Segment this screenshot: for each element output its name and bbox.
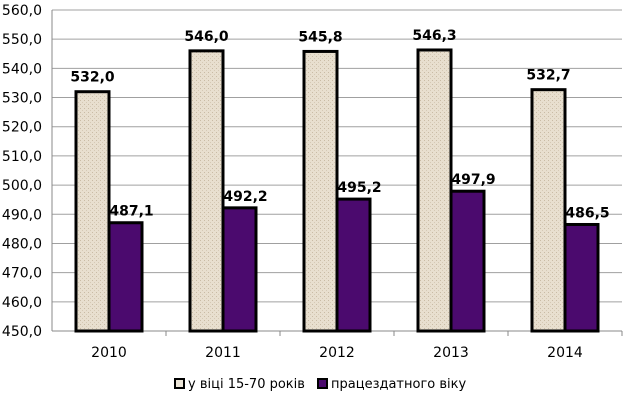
legend-label: працездатного віку — [331, 377, 466, 392]
legend-swatch — [317, 378, 328, 389]
y-tick-label: 530,0 — [2, 91, 42, 107]
bar-working-age — [335, 197, 372, 333]
y-tick-label: 540,0 — [2, 61, 42, 77]
bar-working-age — [563, 222, 600, 333]
y-tick-label: 510,0 — [2, 149, 42, 165]
bar-ages-15-70 — [188, 49, 225, 333]
y-tick-label: 460,0 — [2, 295, 42, 311]
data-label: 532,0 — [70, 70, 115, 86]
data-label: 487,1 — [109, 204, 153, 220]
bar-ages-15-70 — [74, 90, 111, 333]
bar-working-age — [107, 221, 144, 333]
y-tick-label: 470,0 — [2, 266, 42, 282]
y-tick-label: 450,0 — [2, 324, 42, 340]
data-label: 497,9 — [451, 172, 495, 188]
data-label: 532,7 — [526, 68, 570, 84]
x-tick-label: 2011 — [205, 345, 241, 361]
y-tick-label: 500,0 — [2, 178, 42, 194]
x-tick-label: 2014 — [547, 345, 583, 361]
data-label: 492,2 — [223, 189, 267, 205]
bar-ages-15-70 — [416, 48, 453, 333]
data-label: 545,8 — [298, 29, 342, 45]
bar-working-age — [449, 189, 486, 333]
data-label: 495,2 — [337, 180, 381, 196]
y-tick-label: 480,0 — [2, 236, 42, 252]
legend-label: у віці 15-70 років — [188, 377, 305, 392]
x-tick-label: 2012 — [319, 345, 355, 361]
bar-working-age — [221, 206, 258, 333]
bar-ages-15-70 — [530, 88, 567, 333]
bar-ages-15-70 — [302, 49, 339, 333]
y-tick-label: 520,0 — [2, 120, 42, 136]
x-tick-label: 2013 — [433, 345, 469, 361]
data-label: 486,5 — [565, 205, 609, 221]
y-tick-label: 550,0 — [2, 32, 42, 48]
y-tick-label: 560,0 — [2, 3, 42, 19]
legend-swatch — [174, 378, 185, 389]
data-label: 546,3 — [412, 28, 456, 44]
x-tick-label: 2010 — [91, 345, 127, 361]
data-label: 546,0 — [184, 29, 229, 45]
y-tick-label: 490,0 — [2, 207, 42, 223]
